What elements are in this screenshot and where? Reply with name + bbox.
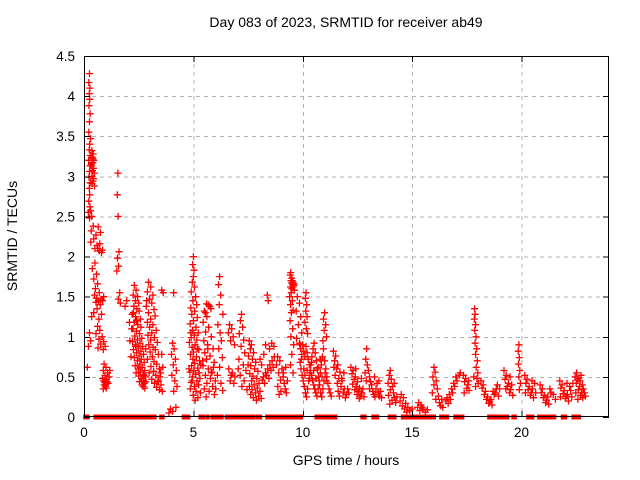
x-tick-label: 20 (514, 425, 529, 440)
y-tick-label: 1 (67, 330, 75, 345)
y-tick-label: 0 (67, 410, 75, 425)
x-tick-label: 10 (295, 425, 310, 440)
x-tick-label: 5 (190, 425, 198, 440)
y-tick-label: 2 (67, 250, 75, 265)
y-tick-label: 1.5 (56, 290, 75, 305)
y-tick-label: 4.5 (56, 49, 75, 64)
y-axis-label: SRMTID / TECUs (4, 181, 20, 291)
tick-marks (84, 56, 609, 418)
chart-layers: 0 5 10 15 20 0 0.5 1 1.5 2 2.5 3 3.5 4 4.5 (56, 49, 609, 440)
plot-border (84, 56, 609, 417)
x-axis-label: GPS time / hours (293, 452, 400, 468)
x-tick-label: 15 (405, 425, 420, 440)
y-tick-label: 4 (67, 89, 75, 104)
x-tick-label: 0 (80, 425, 88, 440)
y-tick-label: 3 (67, 169, 75, 184)
chart-title: Day 083 of 2023, SRMTID for receiver ab4… (209, 14, 482, 30)
y-tick-label: 2.5 (56, 209, 75, 224)
gridlines (84, 56, 609, 417)
data-points-layer (83, 70, 589, 417)
y-tick-label: 3.5 (56, 129, 75, 144)
y-tick-label: 0.5 (56, 370, 75, 385)
